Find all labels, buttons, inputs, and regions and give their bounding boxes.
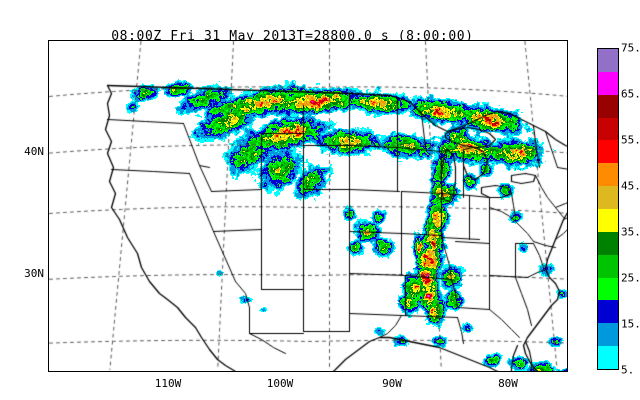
colorbar-band-30 bbox=[598, 254, 618, 278]
x-axis-tick-80w: 80W bbox=[498, 377, 518, 390]
colorbar-band-15 bbox=[598, 323, 618, 347]
colorbar-band-60 bbox=[598, 117, 618, 141]
colorbar-tick-65: 65. bbox=[621, 87, 640, 101]
colorbar-tick-35: 35. bbox=[621, 225, 640, 239]
colorbar-band-25 bbox=[598, 277, 618, 301]
colorbar-tick-75: 75. bbox=[621, 41, 640, 55]
colorbar-band-40 bbox=[598, 209, 618, 232]
colorbar-band-50 bbox=[598, 163, 618, 187]
colorbar-band-45 bbox=[598, 186, 618, 210]
map-plot-area[interactable] bbox=[48, 40, 568, 372]
colorbar-band-55 bbox=[598, 140, 618, 164]
colorbar-band-20 bbox=[598, 300, 618, 324]
colorbar-tick-5: 5. bbox=[621, 363, 635, 377]
x-axis-tick-110w: 110W bbox=[154, 377, 182, 390]
colorbar-band-70 bbox=[598, 71, 618, 95]
colorbar[interactable]: 75. 65. 55. 45. 35. 25. 15. 5. bbox=[597, 42, 640, 377]
colorbar-band-65 bbox=[598, 94, 618, 118]
colorbar-band-35 bbox=[598, 231, 618, 255]
colorbar-tick-45: 45. bbox=[621, 179, 640, 193]
colorbar-gradient bbox=[597, 48, 619, 370]
colorbar-band-10 bbox=[598, 346, 618, 370]
x-axis-tick-90w: 90W bbox=[382, 377, 402, 390]
y-axis-tick-40n: 40N bbox=[24, 145, 44, 158]
colorbar-tick-55: 55. bbox=[621, 133, 640, 147]
y-axis-tick-30n: 30N bbox=[24, 267, 44, 280]
geographic-boundaries-overlay bbox=[49, 41, 567, 371]
colorbar-band-75 bbox=[598, 49, 618, 72]
x-axis-tick-100w: 100W bbox=[266, 377, 294, 390]
colorbar-tick-25: 25. bbox=[621, 271, 640, 285]
colorbar-tick-15: 15. bbox=[621, 317, 640, 331]
